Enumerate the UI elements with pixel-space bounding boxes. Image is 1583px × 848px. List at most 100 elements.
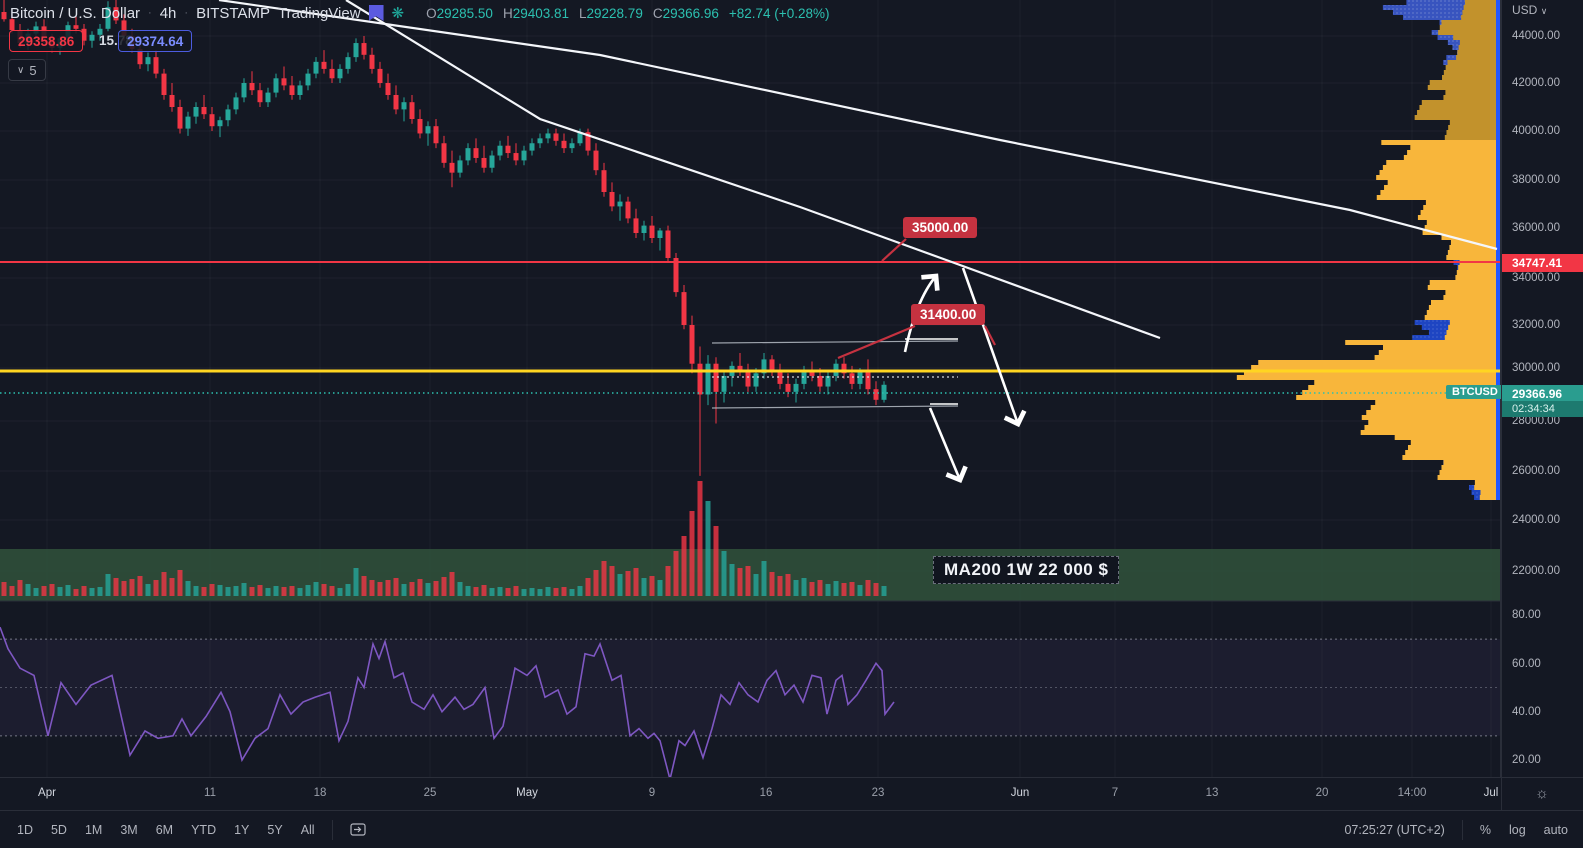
volume-profile-buy-bar	[1453, 35, 1500, 40]
high-price-line-label[interactable]: 29374.64	[118, 30, 193, 52]
clock-readout[interactable]: 07:25:27 (UTC+2)	[1344, 823, 1445, 837]
range-button-5y[interactable]: 5Y	[267, 823, 283, 837]
volume-bar	[297, 588, 303, 596]
volume-bar	[705, 501, 711, 596]
candle-body	[769, 359, 775, 371]
candle-body	[449, 162, 455, 173]
scale-mode-percent[interactable]: %	[1479, 823, 1491, 837]
volume-bar	[265, 588, 271, 596]
volume-profile-buy-bar	[1345, 340, 1500, 345]
low-price-line-label[interactable]: 29358.86	[9, 30, 84, 52]
volume-profile-buy-bar	[1302, 390, 1500, 395]
arrow-down-rejection[interactable]	[961, 267, 1027, 428]
volume-bar	[433, 581, 439, 596]
volume-profile-buy-bar	[1296, 395, 1500, 400]
go-to-date-button[interactable]	[341, 822, 375, 839]
trendline-upper[interactable]	[218, 0, 1498, 251]
interval-label[interactable]: 4h	[159, 4, 177, 22]
ma200-note[interactable]: MA200 1W 22 000 $	[933, 556, 1120, 584]
volume-profile-buy-bar	[1402, 455, 1500, 460]
candle-body	[241, 83, 247, 98]
range-button-3m[interactable]: 3M	[120, 823, 138, 837]
candle-body	[753, 373, 759, 387]
chart-canvas[interactable]	[0, 0, 1501, 777]
volume-profile-buy-bar	[1448, 325, 1500, 330]
range-top-line[interactable]	[711, 340, 959, 344]
time-axis-tick: Jul	[1483, 787, 1499, 799]
price-target-callout-31400[interactable]: 31400.00	[911, 304, 986, 325]
volume-profile-buy-bar	[1423, 205, 1500, 210]
volume-profile-buy-bar	[1308, 385, 1500, 390]
range-button-6m[interactable]: 6M	[155, 823, 174, 837]
range-button-1y[interactable]: 1Y	[234, 823, 250, 837]
exchange-label[interactable]: BITSTAMP	[196, 4, 270, 22]
sun-theme-icon[interactable]: ☼	[1535, 785, 1549, 802]
candle-body	[553, 133, 559, 141]
range-button-all[interactable]: All	[300, 823, 315, 837]
range-button-ytd[interactable]: YTD	[191, 823, 217, 837]
volume-profile-buy-bar	[1443, 460, 1500, 465]
volume-bar	[241, 583, 247, 596]
candle-body	[825, 375, 831, 387]
price-axis-label: 28000.00	[1512, 415, 1560, 427]
scale-mode-auto[interactable]: auto	[1543, 823, 1568, 837]
scale-mode-log[interactable]: log	[1508, 823, 1526, 837]
volume-profile-buy-bar	[1455, 275, 1500, 280]
volume-profile-buy-bar	[1431, 300, 1500, 305]
time-axis-tick: 14:00	[1397, 787, 1427, 799]
volume-profile-buy-bar	[1258, 360, 1500, 365]
volume-profile-sell-bar	[1392, 10, 1500, 15]
bar-count-dropdown[interactable]: ∨ 5	[8, 59, 46, 81]
candle-body	[649, 225, 655, 238]
time-axis-tick: 25	[423, 787, 437, 799]
price-target-callout-35000[interactable]: 35000.00	[903, 217, 978, 238]
candle-body	[297, 85, 303, 95]
volume-profile-buy-bar	[1379, 170, 1500, 175]
bookmark-flag-icon[interactable]	[368, 5, 384, 21]
volume-profile-buy-bar	[1424, 315, 1500, 320]
range-button-1m[interactable]: 1M	[84, 823, 103, 837]
volume-profile-buy-bar	[1441, 235, 1500, 240]
spark-icon[interactable]: ❋	[391, 5, 405, 22]
time-axis[interactable]: ☼ Apr 11 18 25 May 9 16 23 Jun 7 13 20 14:00 Jul	[0, 777, 1583, 811]
price-axis[interactable]: USD ∨ 44000.00 42000.00 40000.00 38000.00 36…	[1501, 0, 1583, 777]
candle-body	[121, 20, 127, 36]
toolbar-divider	[1461, 820, 1463, 840]
candle-body	[369, 54, 375, 69]
time-axis-tick: 16	[759, 787, 773, 799]
candle-body	[689, 325, 695, 364]
volume-bar	[713, 526, 719, 596]
candle-body	[377, 68, 383, 83]
currency-selector[interactable]: USD ∨	[1512, 3, 1548, 17]
range-button-5d[interactable]: 5D	[50, 823, 67, 837]
candle-body	[857, 370, 863, 384]
volume-profile-buy-bar	[1445, 290, 1500, 295]
volume-bar	[537, 589, 543, 596]
volume-bar	[41, 586, 47, 596]
volume-bar	[249, 587, 255, 596]
arrow-down-breakdown[interactable]	[928, 407, 968, 484]
candle-body	[665, 230, 671, 258]
volume-profile-buy-bar	[1442, 75, 1500, 80]
candle-body	[577, 132, 583, 144]
symbol-title[interactable]: Bitcoin / U.S. Dollar	[10, 4, 141, 22]
oscillator-band	[0, 639, 1501, 736]
volume-profile-buy-bar	[1314, 380, 1500, 385]
range-bottom-line[interactable]	[711, 405, 959, 409]
volume-bar	[353, 568, 359, 596]
candle-body	[865, 370, 871, 390]
range-button-1d[interactable]: 1D	[17, 823, 33, 837]
volume-profile-buy-bar	[1474, 485, 1500, 490]
time-axis-tick: Jun	[1010, 787, 1030, 799]
volume-profile-buy-bar	[1437, 475, 1500, 480]
candle-body	[273, 78, 279, 93]
trendline-lower[interactable]	[345, 0, 1161, 340]
time-axis-tick: May	[516, 787, 538, 799]
volume-bar	[233, 586, 239, 596]
candle-body	[97, 28, 103, 35]
volume-profile-buy-bar	[1394, 435, 1500, 440]
candle-body	[281, 78, 287, 86]
callout-leader-line	[984, 325, 996, 346]
volume-bar	[825, 584, 831, 596]
volume-profile-buy-bar	[1449, 245, 1500, 250]
